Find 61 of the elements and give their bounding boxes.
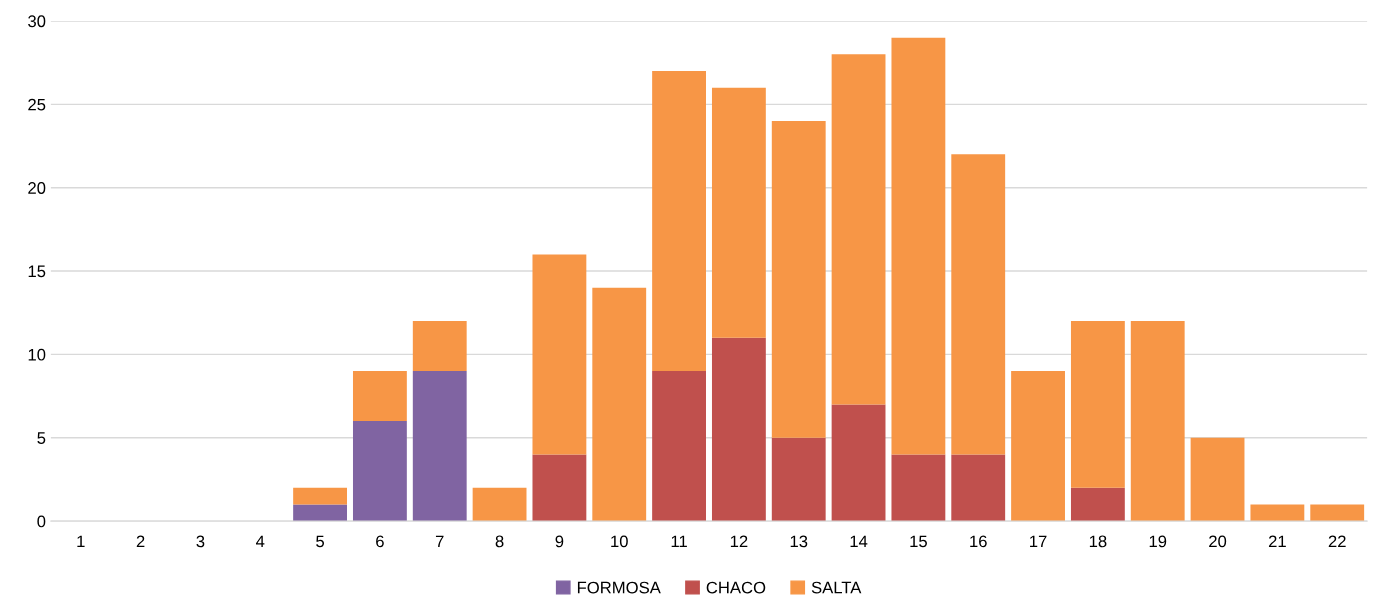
y-tick-label: 15 (28, 265, 46, 278)
x-tick-label: 2 (136, 535, 145, 548)
y-tick-label: 30 (28, 15, 46, 28)
x-tick-label: 13 (790, 535, 808, 548)
bar (831, 54, 886, 405)
x-tick-label: 22 (1328, 535, 1346, 548)
x-tick-label: 10 (611, 535, 628, 548)
bar (1011, 371, 1065, 522)
bar (1130, 321, 1185, 522)
bar (592, 287, 647, 522)
x-tick-label: 7 (435, 535, 444, 548)
x-tick-label: 14 (850, 535, 868, 548)
x-tick-label: 11 (671, 535, 687, 548)
bar (1070, 487, 1125, 522)
bar (951, 154, 1006, 455)
bar (293, 504, 347, 522)
bar (771, 437, 826, 522)
bar (532, 454, 587, 522)
bar (1250, 504, 1305, 522)
x-tick-label: 21 (1268, 535, 1286, 548)
x-tick-label: 16 (970, 535, 987, 548)
bar (951, 454, 1006, 522)
bar (771, 121, 826, 438)
x-tick-label: 1 (77, 535, 85, 548)
bar (831, 404, 886, 522)
bar (711, 87, 766, 338)
bar (652, 371, 706, 522)
legend-label: SALTA (811, 581, 862, 594)
bar (293, 487, 347, 505)
x-tick-label: 15 (910, 535, 927, 548)
legend-label: FORMOSA (577, 581, 661, 594)
x-tick-label: 3 (196, 535, 205, 548)
bar (1190, 437, 1245, 522)
x-tick-label: 19 (1149, 535, 1167, 548)
y-tick-label: 25 (28, 98, 46, 111)
bar (532, 254, 587, 455)
bar (412, 371, 467, 522)
bar (412, 321, 467, 372)
x-tick-label: 20 (1209, 535, 1227, 548)
bar (472, 487, 527, 522)
x-tick-label: 8 (495, 535, 504, 548)
bar (352, 371, 407, 422)
bar (891, 454, 946, 522)
x-tick-label: 17 (1030, 535, 1047, 548)
x-tick-label: 9 (555, 535, 564, 548)
legend-label: CHACO (706, 581, 766, 594)
bar (891, 37, 946, 455)
bar (1070, 321, 1125, 488)
x-tick-label: 4 (256, 535, 265, 548)
x-tick-label: 6 (376, 535, 384, 548)
y-tick-label: 0 (37, 515, 46, 528)
x-tick-label: 12 (730, 535, 748, 548)
x-tick-label: 5 (316, 535, 325, 548)
bar (352, 421, 407, 522)
x-tick-label: 18 (1089, 535, 1107, 548)
y-tick-label: 5 (37, 432, 46, 444)
bar (711, 337, 766, 522)
y-tick-label: 10 (28, 348, 46, 361)
bar (652, 70, 706, 372)
y-tick-label: 20 (28, 182, 46, 194)
bar (1310, 504, 1365, 522)
